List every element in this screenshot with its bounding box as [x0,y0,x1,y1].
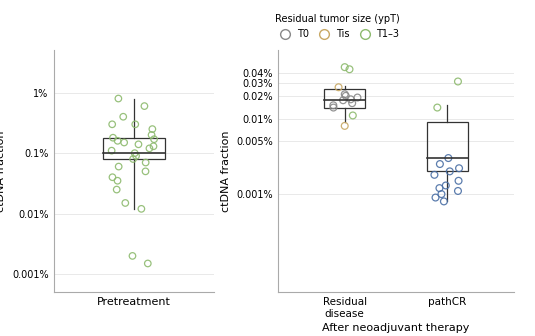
Point [113,138,122,143]
Point [108,174,117,180]
Point [441,183,450,188]
Point [446,169,454,174]
Bar [426,122,468,171]
Y-axis label: ctDNA fraction: ctDNA fraction [221,131,231,212]
Point [132,153,140,159]
Point [329,105,338,110]
Point [119,114,127,119]
Point [437,192,446,197]
Point [454,79,462,84]
Point [112,187,121,192]
Point [435,161,444,167]
Point [348,100,356,106]
Point [353,95,362,100]
Y-axis label: ctDNA fraction: ctDNA fraction [0,131,6,212]
Point [346,97,355,102]
Point [433,105,441,110]
Point [108,148,116,153]
Point [128,253,137,259]
Point [137,206,146,212]
Point [340,92,349,97]
Point [120,140,128,145]
Point [454,178,463,183]
Point [140,103,149,109]
Point [440,199,448,204]
Point [431,195,440,200]
X-axis label: After neoadjuvant therapy: After neoadjuvant therapy [322,323,470,333]
Point [348,113,357,118]
Point [134,142,143,147]
Point [113,178,122,183]
Point [339,97,347,103]
Legend: T0, Tis, T1–3: T0, Tis, T1–3 [271,10,404,43]
Point [340,65,349,70]
Bar [103,138,165,159]
Point [131,122,140,127]
Point [141,160,150,165]
Point [141,169,150,174]
Point [334,85,343,90]
Point [444,155,453,161]
Point [121,200,129,206]
Point [109,135,117,140]
Point [143,261,152,266]
Point [150,136,158,142]
Point [454,188,462,194]
Point [430,172,439,177]
Point [149,143,158,149]
Point [147,132,156,138]
Point [129,156,137,162]
Point [340,123,349,129]
Point [455,166,463,171]
Point [131,151,139,156]
Point [435,185,444,191]
Point [345,67,354,72]
Bar [324,89,365,108]
Point [341,93,350,98]
Point [114,164,123,169]
Point [145,146,154,151]
Point [108,122,117,127]
Point [114,96,123,101]
Point [148,126,157,132]
Point [329,102,338,108]
